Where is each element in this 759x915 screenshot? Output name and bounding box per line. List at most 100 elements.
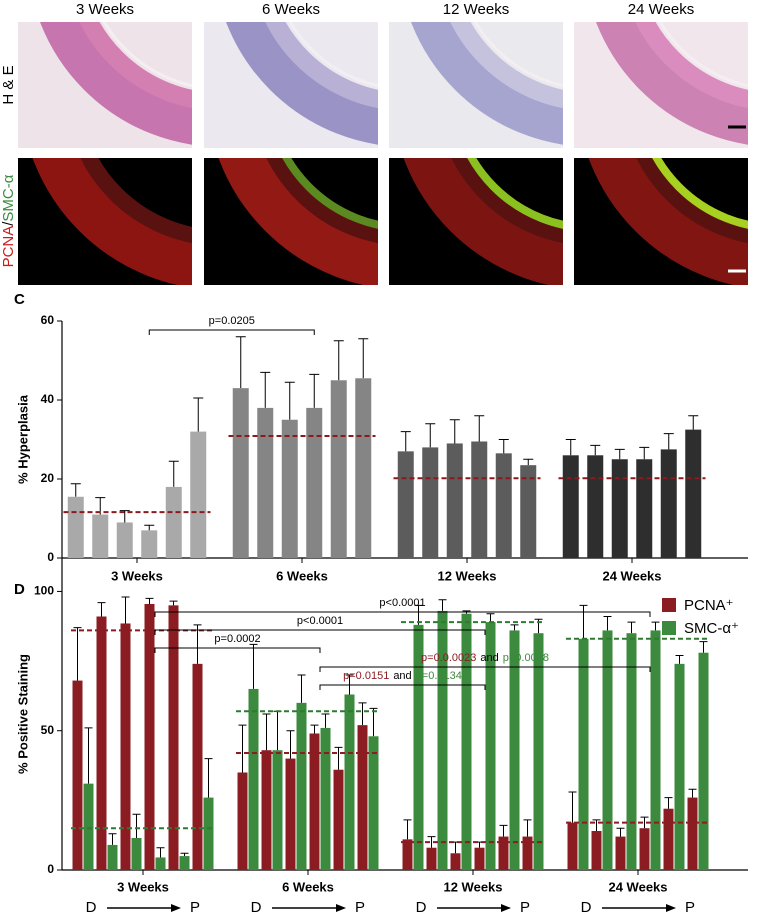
y-tick-label: 40 [41,392,55,406]
legend-swatch [662,621,676,635]
micrograph [389,22,563,148]
bar [650,630,661,870]
micrograph [204,158,378,285]
error-bar [565,439,576,456]
bar [116,522,133,558]
bar [72,680,83,870]
bar [562,455,579,558]
annotation-part: p=0.0151 [343,670,389,682]
bar [285,758,296,870]
error-bar [260,371,271,408]
error-bar [510,624,519,631]
error-bar [449,419,460,444]
legend-swatch [662,598,676,612]
bar [522,836,533,870]
bar [190,431,207,558]
x-tick-label: 6 Weeks [282,879,334,894]
error-bar [616,827,625,837]
error-bar [590,444,601,456]
direction-label: D [86,899,97,915]
error-bar [614,448,625,460]
error-bar [297,674,306,703]
annotation: p=0.0205 [209,315,255,327]
error-bar [400,431,411,452]
annotation-part: and [480,652,498,664]
error-bar [333,340,344,381]
bar [344,694,355,870]
bar [232,388,249,558]
bar [296,702,307,870]
bar [131,837,142,870]
error-bar [369,707,378,737]
error-bar [358,702,367,726]
bar [446,443,463,558]
error-bar [310,724,319,734]
error-bar [663,433,674,450]
annotation: p<0.0001 [297,615,343,627]
bar [450,853,461,870]
error-bar [499,824,508,837]
error-bar [204,758,213,798]
error-bar [579,604,588,639]
bar [533,633,544,870]
error-bar [403,819,412,840]
row-label: PCNA/SMC-α [0,174,17,267]
bar [179,856,190,870]
y-tick-label: 100 [34,584,54,598]
error-bar [675,655,684,664]
error-bar [144,524,155,531]
direction-arrowhead [501,904,511,912]
bar [107,844,118,870]
bar [309,733,320,870]
error-bar [486,613,495,623]
direction-label: P [355,899,365,915]
bar [83,783,94,870]
error-bar [97,602,106,617]
error-bar [169,600,178,606]
micrograph [204,22,378,148]
error-bar [180,852,189,857]
bar [615,836,626,870]
error-bar [627,621,636,634]
error-bar [273,710,282,751]
error-bar [664,797,673,809]
error-bar [238,724,247,773]
bar [461,613,472,870]
bar [192,663,203,870]
column-label: 3 Weeks [76,1,134,18]
y-tick-label: 20 [41,471,55,485]
bar [591,831,602,870]
direction-label: D [581,899,592,915]
x-tick-label: 12 Weeks [443,879,502,894]
bar [397,451,414,558]
bracket [319,666,651,672]
bar [257,407,274,558]
bracket [154,611,651,617]
row-label-part: / [0,221,17,226]
bar [248,688,259,870]
error-bar [249,643,258,689]
error-bar [603,616,612,631]
error-bar [193,624,202,664]
bar [413,624,424,870]
error-bar [145,597,154,604]
x-tick-label: 3 Weeks [111,568,163,583]
error-bar [438,599,447,611]
bar [495,453,512,558]
annotation: p=0.0151 and p=0.0134 [343,670,462,682]
error-bar [523,819,532,837]
bar [203,797,214,870]
row-label-part: PCNA [0,226,17,268]
error-bar [640,816,649,829]
y-axis-label: % Hyperplasia [15,394,30,484]
bar [402,839,413,870]
row-label-part: SMC-α [0,174,17,221]
error-bar [568,791,577,823]
annotation-part: and [393,670,411,682]
bar [663,808,674,870]
annotation-part: p=0.0134 [416,670,462,682]
bar [471,441,488,558]
error-bar [321,713,330,728]
error-bar [474,415,485,442]
error-bar [688,788,697,798]
